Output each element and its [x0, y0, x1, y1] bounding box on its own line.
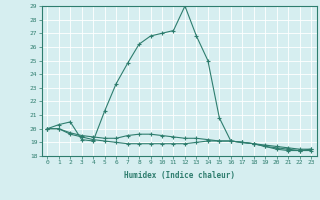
X-axis label: Humidex (Indice chaleur): Humidex (Indice chaleur) — [124, 171, 235, 180]
